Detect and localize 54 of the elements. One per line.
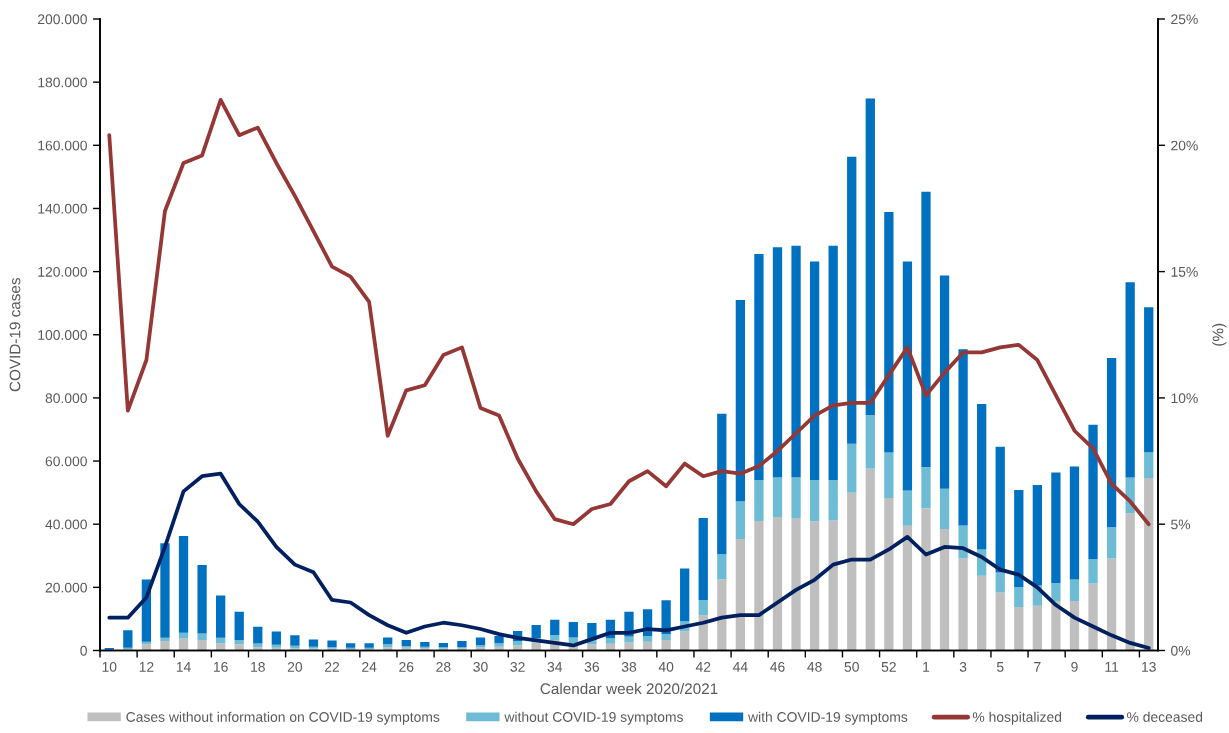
x-tick-label: 30	[473, 661, 488, 672]
y2-axis-title: (%)	[1212, 323, 1227, 346]
legend-label: % hospitalized	[972, 711, 1062, 725]
legend-label: Cases without information on COVID-19 symptoms	[126, 711, 440, 725]
x-tick-label: 40	[658, 661, 674, 672]
x-tick-label: 46	[770, 661, 785, 672]
x-tick-label: 11	[1105, 662, 1119, 672]
legend-label: % deceased	[1127, 711, 1203, 722]
y2-tick-label: 25%	[1171, 14, 1198, 25]
y2-tick-label: 15%	[1171, 266, 1198, 277]
x-tick-label: 52	[881, 661, 896, 672]
x-tick-label: 9	[1071, 661, 1078, 672]
x-tick-label: 10	[102, 661, 117, 672]
x-tick-label: 20	[287, 661, 303, 672]
x-tick-label: 26	[399, 661, 414, 672]
x-tick-label: 16	[213, 661, 228, 672]
x-tick-label: 5	[996, 662, 1004, 672]
y-tick-label: 20.000	[45, 582, 87, 593]
x-tick-label: 7	[1034, 662, 1041, 672]
y-tick-label: 80.000	[45, 393, 87, 404]
x-tick-label: 38	[621, 661, 637, 672]
x-tick-label: 50	[844, 661, 859, 672]
y-tick-label: 140.000	[38, 203, 87, 214]
x-tick-label: 3	[959, 661, 967, 672]
y-axis-title: COVID-19 cases	[9, 277, 21, 392]
x-tick-label: 18	[251, 661, 265, 672]
x-tick-label: 24	[362, 661, 377, 672]
x-tick-label: 14	[176, 662, 191, 672]
legend-label: with COVID-19 symptoms	[748, 711, 908, 725]
x-tick-label: 1	[923, 662, 930, 672]
x-tick-label: 22	[324, 661, 340, 672]
x-tick-label: 44	[732, 662, 748, 672]
x-tick-label: 28	[436, 661, 451, 672]
y-tick-label: 160.000	[38, 140, 87, 151]
legend-label: without COVID-19 symptoms	[504, 711, 683, 725]
x-tick-label: 42	[695, 661, 711, 672]
y-tick-label: 200.000	[38, 14, 87, 25]
y-tick-label: 40.000	[45, 519, 87, 530]
y2-tick-label: 10%	[1171, 393, 1198, 404]
y-tick-label: 120.000	[38, 266, 87, 277]
x-tick-label: 12	[139, 661, 154, 672]
x-tick-label: 34	[547, 661, 563, 672]
y2-tick-label: 5%	[1171, 519, 1191, 530]
y-tick-label: 0	[80, 645, 87, 656]
y2-tick-label: 0%	[1171, 645, 1191, 656]
x-tick-label: 32	[510, 661, 525, 672]
x-tick-label: 36	[584, 661, 599, 672]
y-tick-label: 60.000	[45, 456, 87, 467]
x-tick-label: 13	[1142, 661, 1156, 672]
x-tick-label: 48	[807, 661, 822, 672]
y-tick-label: 180.000	[38, 77, 87, 88]
y2-tick-label: 20%	[1171, 140, 1198, 151]
y-tick-label: 100.000	[38, 330, 87, 340]
x-axis-title: Calendar week 2020/2021	[540, 682, 718, 695]
